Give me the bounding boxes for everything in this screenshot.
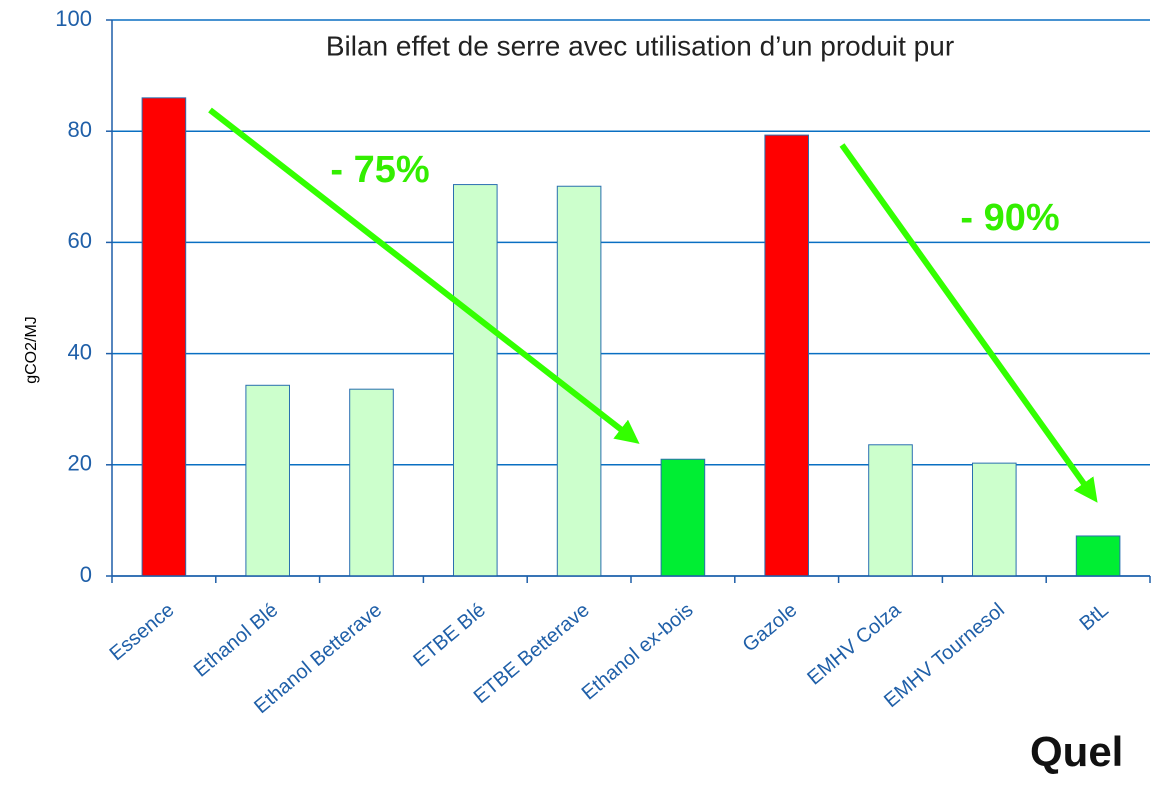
annotation: - 90% xyxy=(960,197,1059,239)
y-tick-label: 80 xyxy=(68,117,92,142)
arrow xyxy=(839,143,1098,503)
bar xyxy=(972,462,1017,577)
x-tick-label: ETBE Blé xyxy=(409,599,490,672)
y-tick-label: 20 xyxy=(68,451,92,476)
bar xyxy=(868,444,913,577)
x-tick-label: Ethanol ex-bois xyxy=(578,599,698,704)
x-tick-label: BtL xyxy=(1076,599,1113,635)
y-tick-label: 100 xyxy=(55,6,92,31)
y-tick-label: 40 xyxy=(68,339,92,364)
bar xyxy=(1075,535,1121,577)
bar xyxy=(453,184,498,577)
x-tick-label: Ethanol Blé xyxy=(190,599,283,682)
bar xyxy=(349,388,394,577)
bar xyxy=(764,134,809,577)
x-tick-label: Essence xyxy=(106,599,179,665)
y-tick-label: 60 xyxy=(68,228,92,253)
bar xyxy=(556,185,602,577)
x-tick-label: EMHV Colza xyxy=(803,598,906,689)
chart-title: Bilan effet de serre avec utilisation d’… xyxy=(326,30,954,61)
bar xyxy=(141,97,187,577)
annotation: - 75% xyxy=(330,149,429,191)
bar xyxy=(245,384,290,577)
y-tick-label: 0 xyxy=(80,562,92,587)
arrow xyxy=(208,107,640,444)
bar xyxy=(660,458,706,577)
y-axis-label: gCO2/MJ xyxy=(23,316,40,384)
overlay-text: Quel xyxy=(1030,728,1123,775)
x-tick-label: Gazole xyxy=(739,599,802,657)
